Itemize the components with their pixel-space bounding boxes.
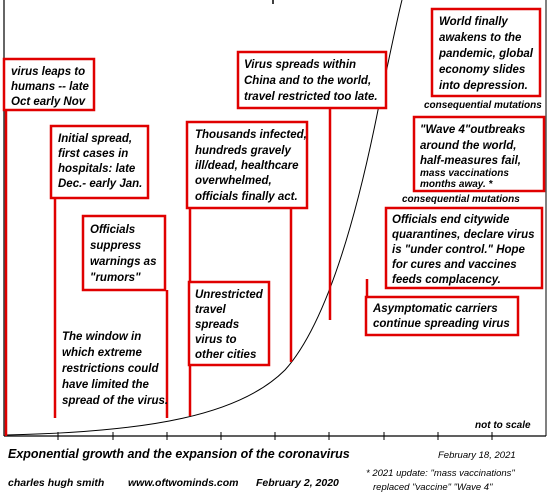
publish-date: February 2, 2020 bbox=[256, 477, 339, 489]
label-officials-end: Officials end citywide quarantines, decla… bbox=[384, 206, 544, 290]
svg-text:Thousands infected,hundreds gr: Thousands infected, hundreds gravely ill/d… bbox=[195, 129, 307, 203]
website: www.oftwominds.com bbox=[128, 477, 238, 489]
label-virus-leaps: virus leaps to humans -- late Oct early No… bbox=[2, 57, 96, 112]
label-officials-suppress: Officials suppress warnings as "rumors" bbox=[81, 214, 167, 292]
footnote-line-1: * 2021 update: "mass vaccinations" bbox=[366, 468, 515, 479]
label-window: The window in which extreme restrictions c… bbox=[62, 331, 168, 407]
author: charles hugh smith bbox=[8, 477, 104, 489]
label-world-awakens: World finally awakens to the pandemic, glo… bbox=[430, 7, 542, 98]
label-unrestricted-travel: Unrestricted travel spreads virus to other c… bbox=[187, 280, 271, 367]
label-wave-4: "Wave 4"outbreaks around the world, half-m… bbox=[412, 115, 546, 193]
label-thousands-infected: Thousands infected, hundreds gravely ill/d… bbox=[185, 120, 309, 210]
consequential-mutations-note-1: consequential mutations bbox=[424, 100, 542, 111]
exponential-curve bbox=[5, 0, 403, 436]
update-date: February 18, 2021 bbox=[438, 450, 516, 461]
svg-text:Initial spread,first cases inh: Initial spread, first cases in hospitals: … bbox=[58, 133, 142, 190]
diagram-title: Exponential growth and the expansion of … bbox=[8, 447, 350, 461]
label-asymptomatic: Asymptomatic carriers continue spreading … bbox=[364, 295, 520, 337]
label-initial-spread: Initial spread, first cases in hospitals: … bbox=[49, 124, 150, 200]
footnote-line-2: replaced "vaccine" "Wave 4" bbox=[373, 482, 493, 493]
not-to-scale-note: not to scale bbox=[475, 420, 531, 431]
consequential-mutations-note-2: consequential mutations bbox=[402, 194, 520, 205]
label-virus-spreads-china: Virus spreads within China and to the wor… bbox=[236, 50, 388, 110]
